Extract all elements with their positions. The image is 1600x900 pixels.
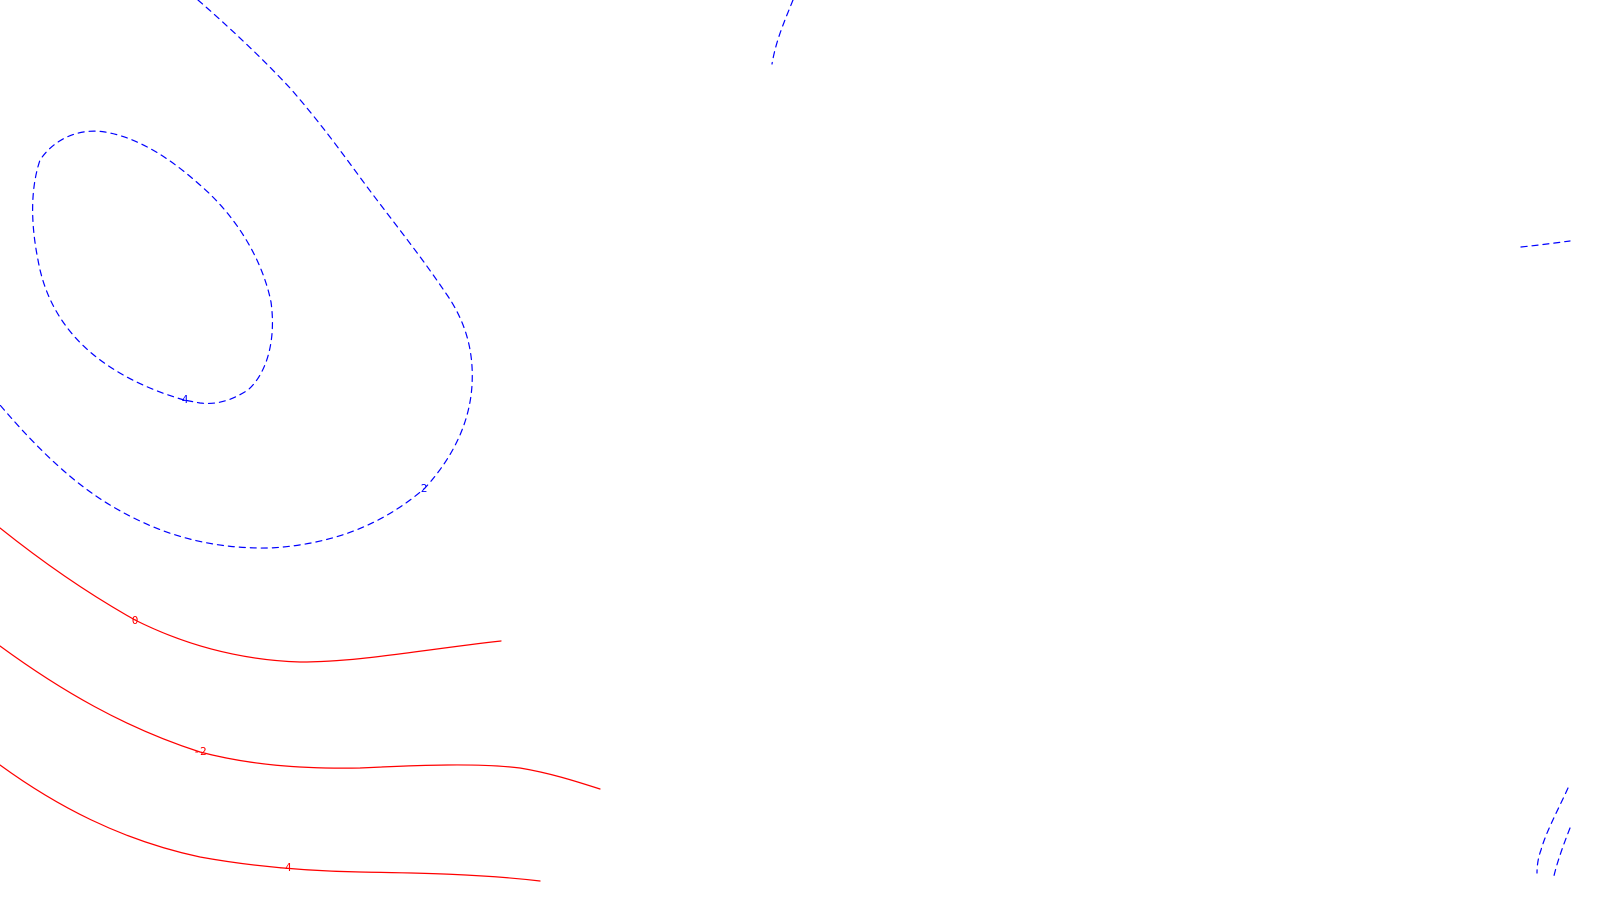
contour-line-2-bottom-right-inner: [1536, 787, 1569, 874]
contour-label-2: 2: [421, 482, 428, 495]
contour-label-4: 4: [182, 393, 189, 406]
contour-label-minus-4: -4: [278, 861, 292, 874]
contour-line-2-bottom-right-outer: [1552, 827, 1571, 881]
contour-line-2-right: [1520, 240, 1571, 248]
contour-line-0: [0, 527, 502, 663]
contour-line-4: [32, 130, 274, 405]
contour-line-2-top: [771, 0, 794, 65]
contour-line-minus-2: [0, 645, 601, 790]
contour-label-minus-2: -2: [193, 745, 206, 758]
contour-line-minus-4: [0, 764, 541, 882]
contour-label-0: 0: [132, 614, 139, 627]
